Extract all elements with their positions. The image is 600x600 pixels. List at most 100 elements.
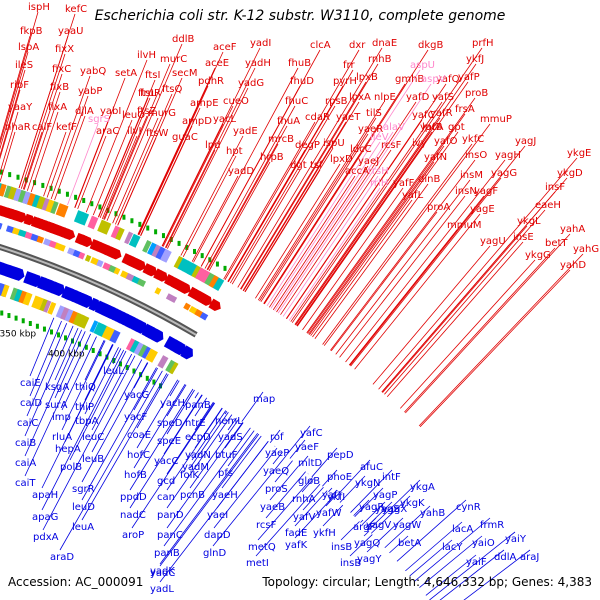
- reverse-gene-label: yaiF: [466, 557, 487, 568]
- leader-line: [106, 43, 183, 221]
- reverse-gene-label: polB: [60, 462, 82, 473]
- leader-line: [213, 447, 278, 529]
- marker-dot: [90, 201, 94, 207]
- leader-line: [370, 495, 411, 534]
- cds-feature-outer: [77, 211, 90, 226]
- leader-line: [162, 123, 224, 247]
- leader-line: [335, 179, 471, 355]
- marker-dot: [57, 188, 61, 194]
- leader-line: [330, 159, 476, 351]
- reverse-gene-label: pfs: [218, 468, 233, 479]
- forward-gene-arrow: [146, 265, 158, 277]
- forward-gene-label: ivy: [412, 138, 427, 149]
- reverse-gene-label: yaiY: [505, 534, 527, 545]
- leader-line: [354, 487, 384, 517]
- gc-feature: [113, 267, 121, 275]
- reverse-gene-label: proS: [265, 484, 288, 495]
- leader-line: [263, 49, 429, 305]
- reverse-gene-label: folK: [180, 470, 199, 481]
- forward-gene-label: fhuD: [290, 76, 314, 87]
- leader-line: [74, 115, 111, 208]
- leader-line: [0, 111, 19, 174]
- cds-feature-outer: [3, 185, 14, 199]
- leader-line: [61, 336, 97, 411]
- leader-line: [296, 131, 433, 326]
- forward-gene-label: yaeT: [336, 112, 361, 123]
- forward-gene-label: lpd: [205, 140, 220, 151]
- leader-line: [409, 539, 453, 577]
- reverse-gene-label: ykgN: [355, 478, 381, 489]
- leader-line: [311, 447, 338, 478]
- marker-dot: [132, 368, 136, 374]
- reverse-gene-label: ddlA: [494, 552, 516, 563]
- forward-gene-label: araC: [96, 126, 119, 137]
- marker-dot: [185, 244, 189, 250]
- forward-gene-arrow: [136, 260, 146, 271]
- leader-line: [221, 435, 262, 489]
- gc-feature: [165, 293, 178, 304]
- gc-feature: [183, 302, 191, 311]
- leader-line: [302, 486, 324, 511]
- leader-line: [224, 49, 360, 281]
- leader-line: [274, 460, 293, 483]
- cds-feature-outer: [199, 269, 211, 284]
- forward-gene-label: lpxB: [356, 72, 378, 83]
- leader-line: [43, 131, 67, 197]
- leader-line: [400, 259, 536, 409]
- reverse-gene-label: yaeB: [260, 502, 285, 513]
- leader-line: [26, 91, 61, 191]
- forward-gene-label: ykgE: [567, 148, 591, 159]
- forward-gene-label: yaaU: [58, 26, 84, 37]
- reverse-gene-label: htrE: [185, 418, 206, 429]
- leader-line: [310, 131, 459, 336]
- cds-feature-inner: [22, 292, 33, 306]
- leader-line: [265, 471, 306, 519]
- marker-dot: [130, 218, 134, 224]
- forward-gene-arrow: [63, 228, 76, 241]
- reverse-gene-label: pcnB: [180, 490, 205, 501]
- forward-gene-label: secM: [172, 68, 198, 79]
- forward-gene-label: ampD: [182, 116, 212, 127]
- leader-line: [167, 87, 249, 249]
- leader-line: [137, 51, 224, 235]
- leader-line: [294, 63, 477, 325]
- reverse-gene-label: hepA: [55, 444, 81, 455]
- leader-line: [69, 350, 127, 461]
- reverse-gene-label: yaeH: [212, 490, 238, 501]
- cds-feature-outer: [151, 244, 163, 259]
- leader-line: [24, 325, 74, 437]
- reverse-gene-label: afuC: [360, 462, 383, 473]
- forward-gene-label: ftsL: [138, 88, 156, 99]
- leader-line: [345, 159, 506, 363]
- reverse-gene-label: yagR: [359, 502, 384, 513]
- leader-line: [164, 67, 256, 248]
- leader-line: [23, 73, 63, 190]
- reverse-gene-label: leuC: [82, 432, 104, 443]
- cds-feature-outer: [147, 242, 159, 257]
- leader-line: [237, 47, 383, 288]
- reverse-gene-label: gloB: [298, 476, 320, 487]
- reverse-gene-label: yagX: [382, 504, 407, 515]
- marker-dot: [223, 265, 227, 271]
- leader-line: [59, 370, 163, 551]
- reverse-gene-label: aroP: [122, 530, 144, 541]
- marker-dot: [50, 329, 54, 335]
- leader-line: [166, 402, 215, 475]
- forward-gene-label: murG: [148, 108, 176, 119]
- reverse-gene-label: caiT: [15, 478, 36, 489]
- leader-line: [41, 344, 114, 489]
- forward-gene-label: yafF: [393, 178, 415, 189]
- gc-feature: [199, 312, 209, 321]
- leader-line: [307, 113, 466, 334]
- leader-line: [362, 501, 386, 525]
- forward-gene-label: ftsI: [145, 70, 160, 81]
- leader-line: [257, 101, 385, 301]
- forward-gene-arrow: [156, 270, 168, 282]
- forward-gene-label: betT: [545, 238, 568, 249]
- rna-gene-label: rrlH: [370, 178, 388, 189]
- leader-line: [282, 175, 379, 317]
- leader-line: [367, 479, 421, 531]
- reverse-gene-label: nadC: [120, 510, 146, 521]
- marker-dot: [169, 236, 173, 242]
- cds-feature-inner: [89, 320, 99, 333]
